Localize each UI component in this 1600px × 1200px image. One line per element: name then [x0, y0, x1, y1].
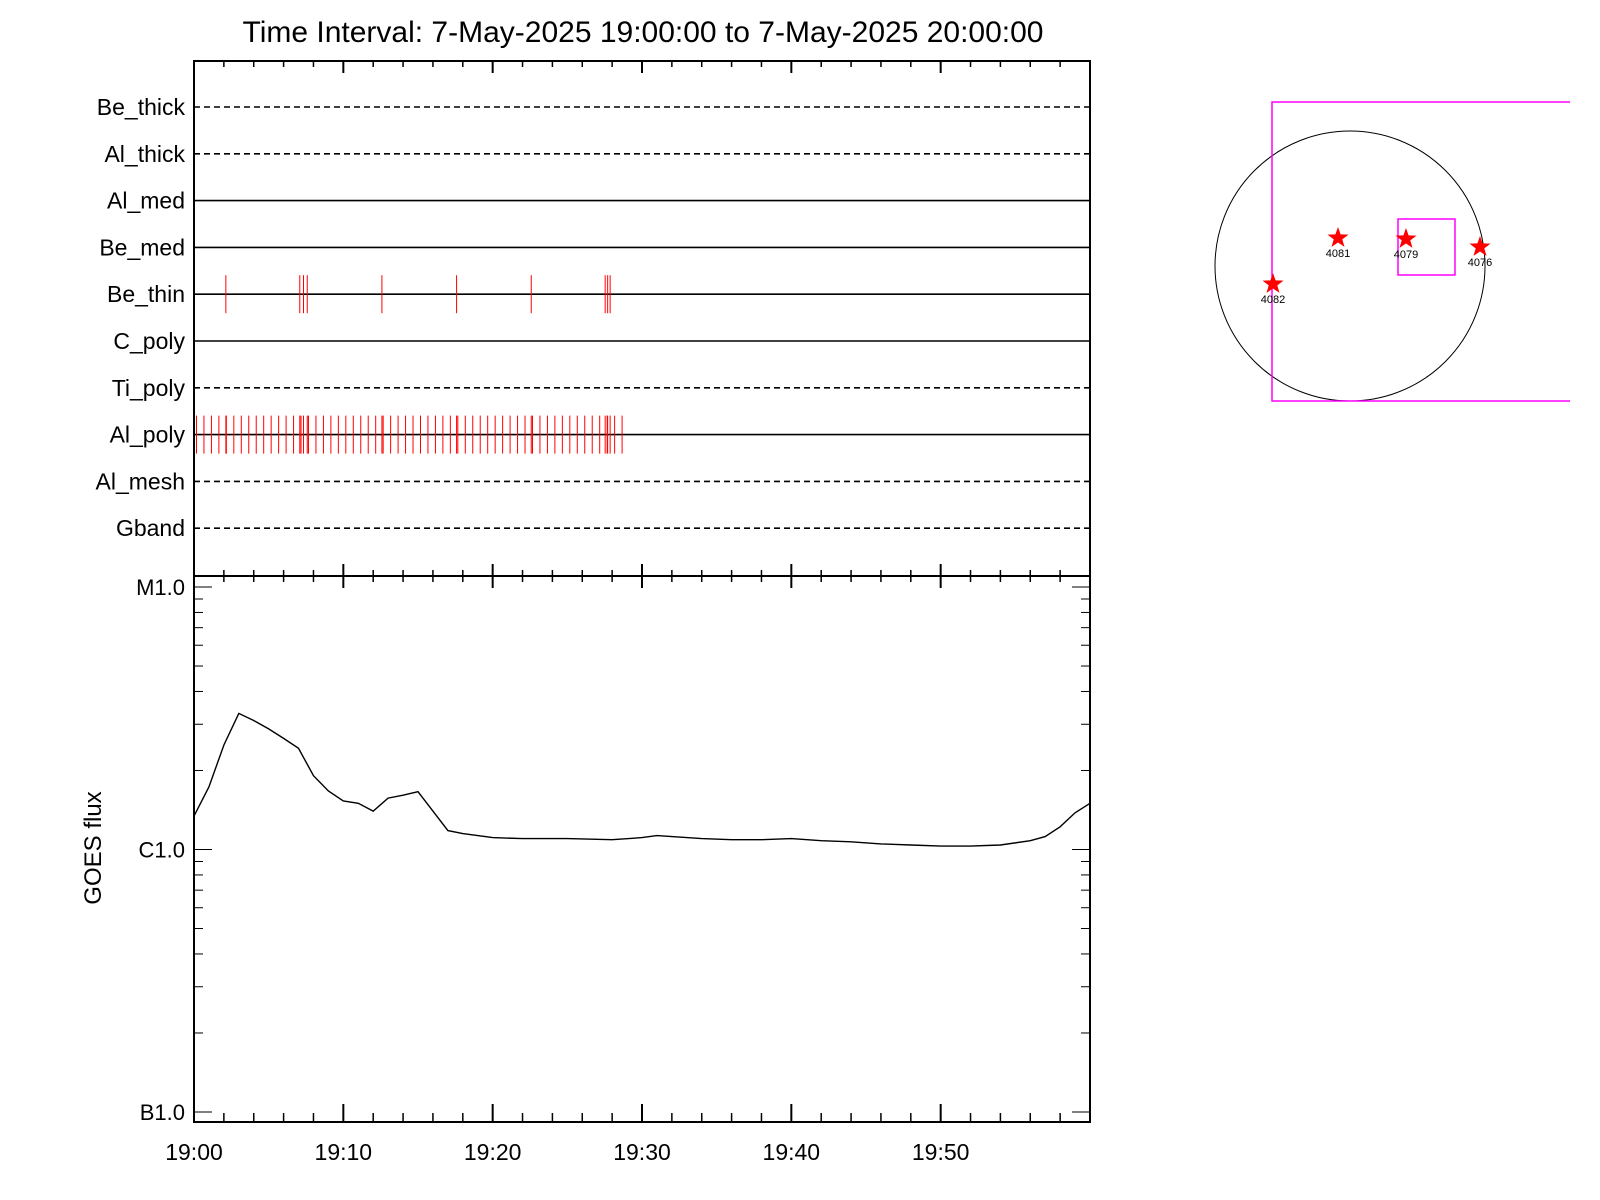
timeline-row-label: Be_thick [97, 94, 186, 120]
timeline-panel: Be_thick Al_thick Al_med Be_med Be_thin C_pol… [96, 60, 1091, 588]
timeline-row-label: C_poly [113, 328, 185, 354]
goes-axis-ticks [193, 586, 1091, 1122]
timeline-row-label: Gband [116, 515, 185, 541]
timeline-row-label: Al_poly [110, 422, 186, 448]
timeline-row-label: Be_thin [107, 281, 185, 307]
fov-box-large [1271, 101, 1570, 402]
region-star-marker [1327, 227, 1349, 247]
goes-flux-line [193, 712, 1091, 847]
goes-frame [193, 575, 1091, 1123]
goes-y-tick-label: M1.0 [136, 575, 185, 600]
goes-x-tick-label: 19:10 [315, 1139, 373, 1165]
timeline-rows: Be_thick Al_thick Al_med Be_med Be_thin C_pol… [96, 94, 1090, 541]
solar-disk [1214, 130, 1486, 402]
region-markers: 4082 4081 4079 4076 [1261, 227, 1492, 306]
goes-panel: B1.0 C1.0 M1.0 19:00 19:10 19:20 19:30 19:40 19:… [80, 575, 1091, 1165]
timeline-row-label: Ti_poly [112, 375, 186, 401]
goes-y-tick-label: C1.0 [139, 838, 185, 863]
goes-x-tick-label: 19:20 [464, 1139, 522, 1165]
timeline-row-label: Al_med [107, 188, 185, 214]
timeline-ticks [193, 61, 1091, 588]
region-star-marker [1469, 236, 1491, 256]
region-label: 4082 [1261, 294, 1285, 306]
plot-title: Time Interval: 7-May-2025 19:00:00 to 7-… [242, 16, 1043, 49]
goes-x-tick-label: 19:00 [165, 1139, 223, 1165]
goes-ylabel: GOES flux [80, 791, 107, 904]
fov-box-small [1397, 218, 1456, 276]
timeline-row-label: Al_mesh [96, 468, 185, 494]
timeline-row-label: Al_thick [104, 141, 185, 167]
goes-x-tick-label: 19:40 [763, 1139, 821, 1165]
region-label: 4079 [1394, 249, 1418, 261]
goes-axis-labels: B1.0 C1.0 M1.0 19:00 19:10 19:20 19:30 19:40 19:… [136, 575, 969, 1165]
timeline-frame [193, 60, 1091, 577]
goes-x-tick-label: 19:30 [613, 1139, 671, 1165]
goes-x-tick-label: 19:50 [912, 1139, 970, 1165]
region-label: 4081 [1326, 248, 1350, 260]
goes-y-tick-label: B1.0 [140, 1100, 185, 1125]
timeline-row-label: Be_med [99, 234, 185, 260]
region-star-marker [1395, 228, 1417, 248]
region-label: 4076 [1468, 257, 1492, 269]
region-star-marker [1262, 273, 1284, 293]
sun-map: 4082 4081 4079 4076 [1214, 101, 1570, 402]
